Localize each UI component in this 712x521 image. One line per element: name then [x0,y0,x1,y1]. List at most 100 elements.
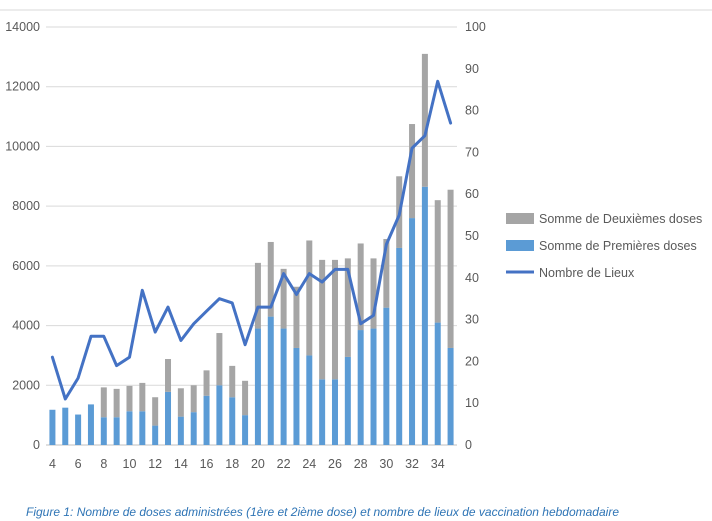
x-tick-label: 32 [405,457,419,471]
legend-label-first-doses: Somme de Premières doses [539,239,697,253]
bar-first-dose [152,425,159,445]
bar-first-dose [331,379,338,445]
x-tick-label: 28 [354,457,368,471]
bar-second-dose [242,380,249,416]
y-right-tick-label: 20 [465,354,479,368]
bar-second-dose [267,241,274,317]
bar-second-dose [203,370,210,396]
legend-swatch-second-doses [506,213,534,224]
bar-second-dose [447,189,454,348]
y-left-tick-label: 10000 [5,139,40,153]
x-tick-label: 30 [379,457,393,471]
bar-first-dose [267,316,274,445]
y-right-tick-label: 50 [465,229,479,243]
bar-first-dose [396,247,403,445]
bar-second-dose [434,200,441,323]
x-tick-labels: 4 6 8 10 12 14 16 18 20 22 24 26 28 30 32 34 [49,457,445,471]
x-tick-label: 22 [277,457,291,471]
bar-first-dose [383,307,390,445]
y-left-tick-label: 6000 [12,259,40,273]
bar-second-dose [113,388,120,418]
bar-first-dose [447,347,454,445]
bar-first-dose [203,395,210,445]
bar-second-dose [370,258,377,329]
bar-first-dose [75,414,82,445]
bar-first-dose [229,397,236,445]
bar-first-dose [190,412,197,445]
y-right-tick-label: 80 [465,104,479,118]
x-tick-label: 12 [148,457,162,471]
bar-second-dose [139,382,146,412]
bar-second-dose [319,259,326,380]
bar-first-dose [49,409,56,445]
y-right-tick-label: 30 [465,313,479,327]
bar-second-dose [306,240,313,356]
bar-first-dose [139,411,146,445]
y-left-tick-label: 8000 [12,199,40,213]
bar-second-dose [165,359,172,392]
x-tick-label: 8 [100,457,107,471]
figure-caption: Figure 1: Nombre de doses administrées (… [26,505,619,519]
bar-first-dose [293,347,300,445]
y-left-tick-label: 2000 [12,378,40,392]
bar-second-dose [177,388,184,417]
bars [49,53,454,445]
x-tick-label: 6 [75,457,82,471]
y-right-tick-label: 100 [465,20,486,34]
bar-first-dose [242,415,249,445]
y-right-tick-label: 10 [465,396,479,410]
bar-second-dose [126,385,133,412]
y-right-tick-label: 60 [465,187,479,201]
bar-second-dose [216,333,223,386]
x-tick-label: 10 [123,457,137,471]
bar-second-dose [331,259,338,380]
bar-second-dose [190,385,197,413]
bar-first-dose [280,328,287,445]
y-right-tick-label: 90 [465,62,479,76]
bar-second-dose [152,397,159,426]
bar-first-dose [62,407,69,445]
bar-first-dose [216,385,223,445]
bar-second-dose [409,124,416,219]
x-tick-label: 34 [431,457,445,471]
bar-second-dose [357,243,364,331]
y-left-tick-label: 12000 [5,80,40,94]
bar-first-dose [357,330,364,445]
legend: Somme de Deuxièmes doses Somme de Premiè… [506,212,702,280]
y-right-tick-label: 70 [465,145,479,159]
lieux-line [50,79,453,401]
bar-second-dose [383,238,390,308]
bar-first-dose [113,417,120,445]
x-tick-label: 26 [328,457,342,471]
bar-first-dose [434,322,441,445]
y-right-tick-labels: 0 10 20 30 40 50 60 70 80 90 100 [465,20,486,452]
bar-second-dose [254,262,261,329]
bar-second-dose [344,258,351,357]
line-series [50,79,453,401]
bar-first-dose [165,391,172,445]
x-tick-label: 18 [225,457,239,471]
y-left-tick-label: 0 [33,438,40,452]
bar-first-dose [100,417,107,445]
gridlines [46,26,457,446]
bar-first-dose [319,379,326,445]
bar-first-dose [409,218,416,445]
bar-second-dose [293,286,300,348]
y-left-tick-label: 4000 [12,319,40,333]
bar-second-dose [421,53,428,187]
legend-label-second-doses: Somme de Deuxièmes doses [539,212,702,226]
legend-label-lieux: Nombre de Lieux [539,266,635,280]
y-right-tick-label: 40 [465,271,479,285]
bar-first-dose [344,356,351,445]
legend-swatch-first-doses [506,240,534,251]
y-right-tick-label: 0 [465,438,472,452]
y-left-tick-label: 14000 [5,20,40,34]
bar-first-dose [421,186,428,445]
x-tick-label: 20 [251,457,265,471]
y-left-tick-labels: 0 2000 4000 6000 8000 10000 12000 14000 [5,20,40,452]
bar-second-dose [229,365,236,398]
bar-first-dose [126,411,133,445]
bar-first-dose [370,328,377,445]
bar-first-dose [177,416,184,445]
